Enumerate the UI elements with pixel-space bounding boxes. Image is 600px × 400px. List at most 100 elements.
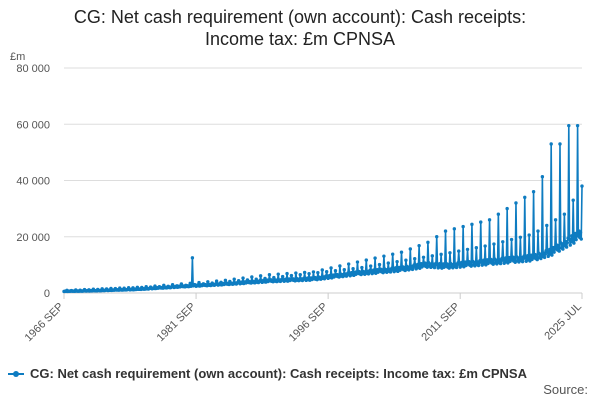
data-point — [483, 244, 487, 248]
data-point — [320, 268, 324, 272]
data-point — [459, 260, 464, 265]
data-point — [316, 270, 320, 275]
data-point — [523, 195, 527, 200]
data-point — [258, 274, 263, 278]
x-tick-label: 1996 SEP — [287, 301, 331, 345]
data-point — [534, 253, 539, 258]
data-point — [399, 250, 404, 254]
data-point — [542, 255, 547, 260]
data-point — [415, 262, 420, 267]
data-point — [435, 235, 439, 239]
data-point — [368, 264, 373, 268]
data-point — [565, 240, 570, 245]
source-label: Source: — [543, 382, 588, 397]
data-point — [417, 243, 421, 248]
data-point — [214, 279, 219, 283]
legend: CG: Net cash requirement (own account): … — [8, 366, 527, 381]
data-point — [526, 253, 530, 258]
data-point — [520, 259, 525, 264]
data-point — [421, 255, 426, 259]
y-tick-label: 0 — [44, 288, 50, 300]
data-point — [373, 256, 377, 260]
y-tick-label: 80 000 — [16, 63, 50, 75]
data-point — [289, 273, 294, 278]
y-tick-label: 40 000 — [16, 176, 50, 188]
data-point — [430, 254, 435, 258]
chart-title-line-2: Income tax: £m CPNSA — [204, 29, 396, 49]
legend-label: CG: Net cash requirement (own account): … — [30, 366, 527, 381]
data-point — [377, 262, 382, 267]
data-point — [501, 240, 505, 244]
data-point — [540, 175, 545, 179]
data-point — [572, 241, 576, 245]
data-point — [342, 268, 346, 272]
data-point — [280, 274, 285, 279]
data-point — [527, 233, 531, 237]
data-point — [448, 251, 452, 255]
data-point — [487, 218, 492, 222]
series-layer — [62, 123, 584, 294]
data-point — [570, 234, 574, 238]
data-point — [223, 278, 228, 283]
data-point — [556, 244, 561, 248]
data-point — [333, 269, 338, 273]
data-point — [426, 240, 430, 245]
data-point — [355, 260, 360, 264]
data-point — [550, 253, 554, 257]
data-point — [404, 258, 408, 262]
x-tick-label: 2025 JUL — [542, 301, 584, 343]
data-point — [514, 201, 518, 205]
legend-swatch — [8, 370, 24, 377]
data-point — [298, 272, 302, 277]
data-point — [443, 229, 448, 233]
data-point — [382, 254, 386, 258]
y-axis-ticks: 0 20 000 40 000 60 000 80 000 — [16, 63, 50, 300]
data-point — [574, 237, 578, 242]
data-point — [498, 261, 503, 266]
data-point — [474, 246, 479, 250]
data-point — [549, 142, 553, 146]
data-point — [470, 222, 474, 227]
data-point — [578, 230, 583, 235]
data-point — [267, 273, 272, 277]
data-point — [518, 235, 523, 240]
data-point — [539, 256, 543, 261]
data-point — [346, 262, 351, 266]
data-point — [307, 271, 311, 276]
data-point — [496, 212, 501, 216]
data-point — [197, 280, 201, 285]
data-point — [558, 142, 562, 146]
data-point — [548, 247, 552, 252]
data-point — [241, 276, 245, 280]
data-point — [481, 258, 486, 262]
data-point — [395, 259, 399, 264]
data-point — [503, 256, 508, 260]
x-tick-label: 1966 SEP — [23, 301, 67, 345]
data-point — [452, 227, 457, 231]
gridlines — [64, 67, 582, 294]
data-point — [492, 242, 496, 246]
data-point — [535, 257, 539, 262]
data-point — [561, 247, 565, 251]
data-point — [509, 237, 514, 242]
data-point — [360, 265, 364, 270]
y-tick-label: 20 000 — [16, 232, 50, 244]
data-point — [552, 250, 556, 254]
data-point — [413, 257, 417, 261]
data-point — [553, 218, 558, 222]
x-axis-ticks: 1966 SEP 1981 SEP 1996 SEP 2011 SEP 2025 JUL — [23, 293, 584, 345]
data-point — [338, 264, 342, 268]
chart-title: CG: Net cash requirement (own account): … — [0, 6, 600, 50]
data-point — [437, 261, 442, 266]
data-point — [567, 123, 571, 128]
data-point — [564, 245, 569, 249]
data-point — [461, 224, 465, 229]
data-point — [386, 261, 390, 265]
data-point — [250, 275, 254, 279]
data-point — [568, 243, 572, 247]
data-point — [285, 271, 289, 276]
data-point — [580, 184, 584, 188]
data-point — [190, 256, 195, 260]
y-tick-label: 60 000 — [16, 119, 50, 131]
